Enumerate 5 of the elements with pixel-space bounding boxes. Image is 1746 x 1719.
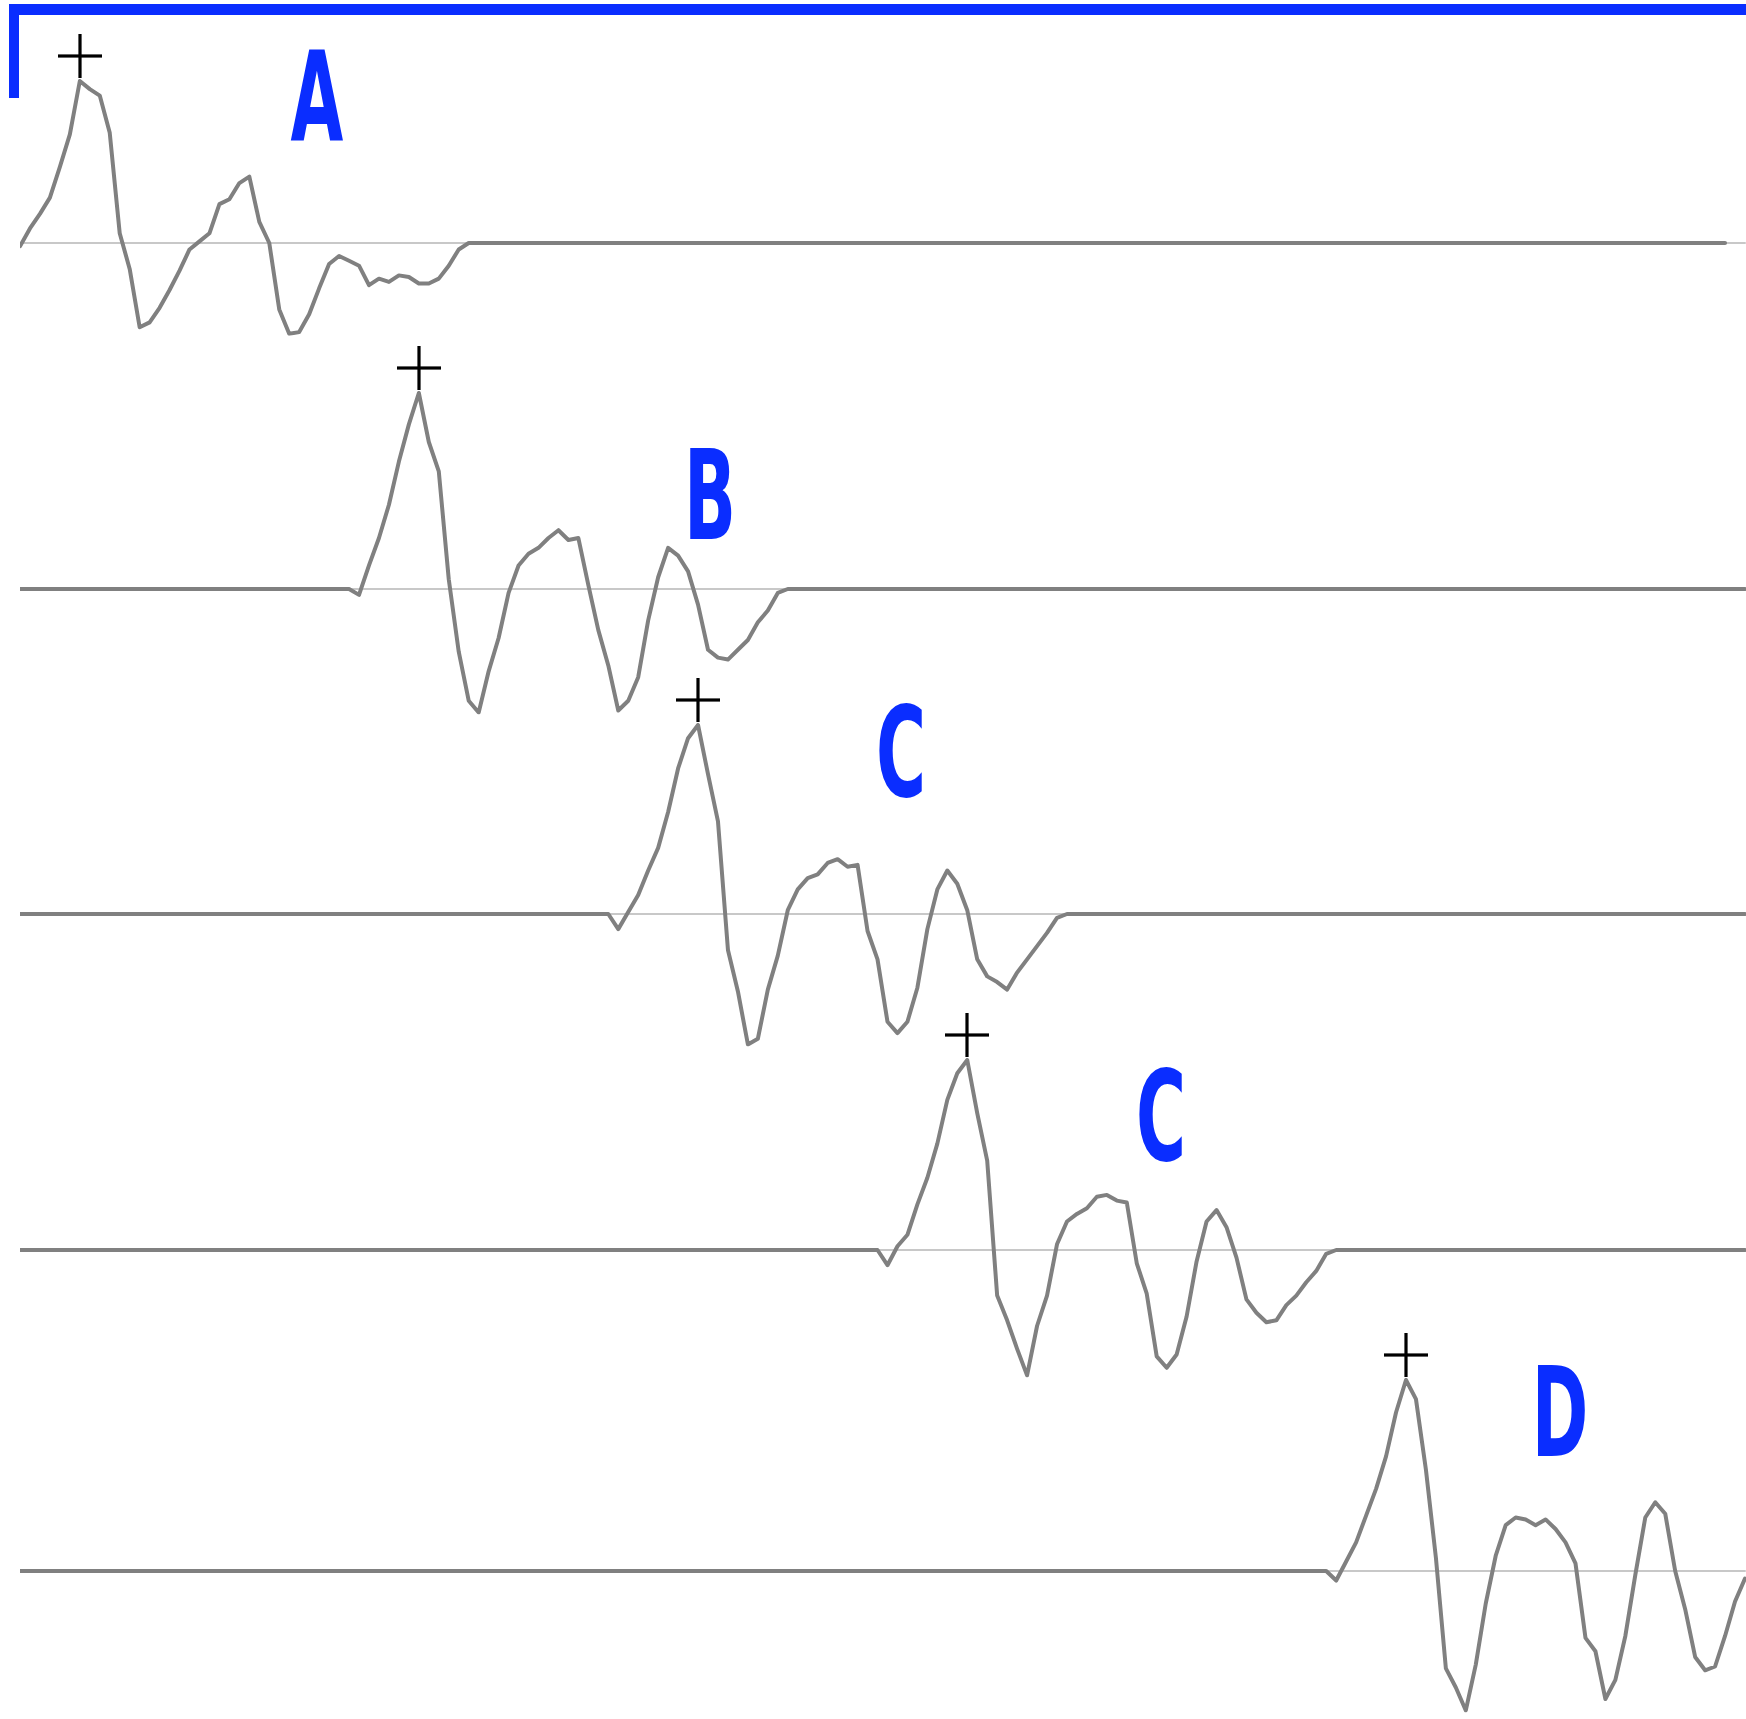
annotation: C <box>1135 1044 1187 1190</box>
annotation: B <box>684 424 736 570</box>
annotation: A <box>290 25 344 171</box>
annotation: D <box>1531 1340 1589 1486</box>
annotation: C <box>875 681 927 827</box>
